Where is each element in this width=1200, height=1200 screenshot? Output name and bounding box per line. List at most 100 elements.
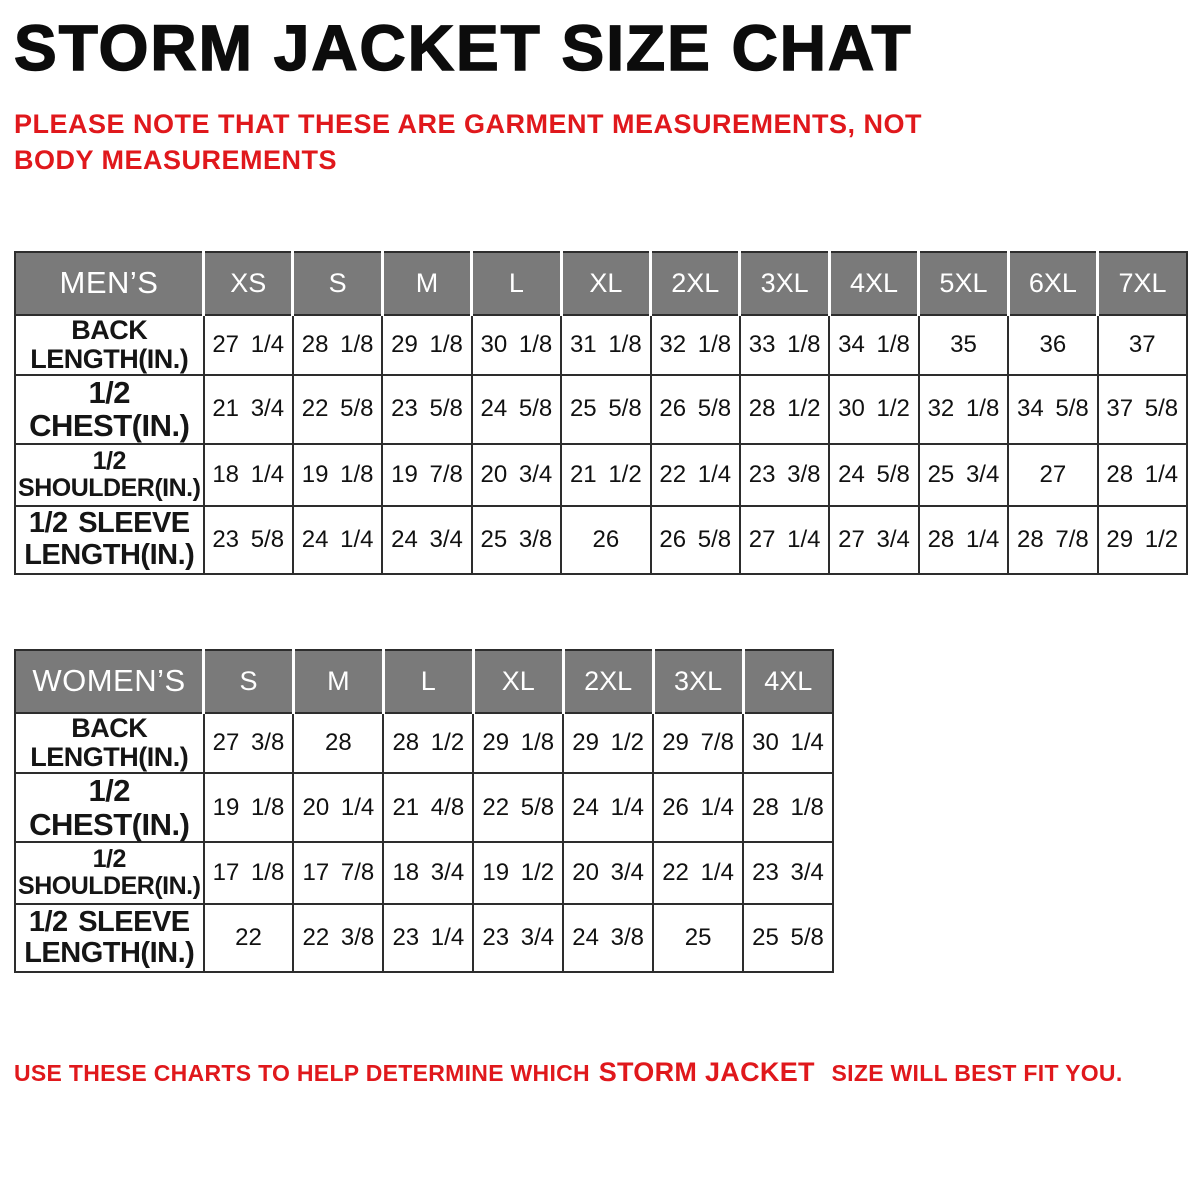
size-column-header: 2XL — [561, 648, 655, 714]
measurement-row-label: 1/2 CHEST(IN.) — [14, 772, 205, 844]
size-value-cell: 22 — [202, 903, 295, 974]
size-value-cell: 23 3/4 — [472, 903, 565, 974]
size-value-cell: 33 1/8 — [738, 313, 831, 376]
size-value-cell: 19 1/8 — [202, 772, 295, 844]
size-value-cell: 23 3/4 — [742, 841, 834, 906]
size-value-cell: 30 1/8 — [470, 313, 563, 376]
size-value-cell: 21 3/4 — [202, 373, 294, 445]
size-value-cell: 29 1/2 — [1096, 504, 1189, 575]
size-table-header-row: WOMEN’S S M L XL 2XL 3XL 4XL — [14, 648, 834, 714]
table-corner-header: WOMEN’S — [14, 648, 205, 714]
size-value-cell: 27 — [1007, 442, 1099, 507]
size-value-cell: 23 1/4 — [382, 903, 475, 974]
measurement-row-label: BACK LENGTH(IN.) — [14, 711, 205, 775]
size-value-cell: 32 1/8 — [917, 373, 1010, 445]
size-value-cell: 32 1/8 — [649, 313, 741, 376]
size-value-cell: 25 — [652, 903, 745, 974]
size-value-cell: 34 1/8 — [828, 313, 920, 376]
size-value-cell: 19 1/8 — [291, 442, 384, 507]
size-value-cell: 22 5/8 — [291, 373, 384, 445]
size-value-cell: 25 3/4 — [917, 442, 1010, 507]
size-value-cell: 28 — [292, 711, 385, 775]
size-value-cell: 18 1/4 — [202, 442, 294, 507]
size-value-cell: 25 3/8 — [470, 504, 563, 575]
size-value-cell: 28 1/2 — [382, 711, 475, 775]
table-corner-header: MEN’S — [14, 250, 205, 316]
size-value-cell: 20 1/4 — [292, 772, 385, 844]
size-value-cell: 29 7/8 — [652, 711, 745, 775]
size-value-cell: 29 1/8 — [472, 711, 565, 775]
size-value-cell: 28 7/8 — [1007, 504, 1099, 575]
size-value-cell: 22 1/4 — [649, 442, 741, 507]
size-value-cell: 26 5/8 — [649, 373, 741, 445]
fit-note-prefix: USE THESE CHARTS TO HELP DETERMINE WHICH — [14, 1060, 590, 1087]
size-column-header: XS — [201, 250, 295, 316]
size-column-header: 6XL — [1006, 250, 1100, 316]
mens-size-table: MEN’S XS S M L XL 2XL 3XL 4XL 5XL 6XL 7XL BACK LENGTH… — [14, 250, 1189, 575]
product-name: STORM JACKET — [598, 1057, 815, 1088]
size-value-cell: 29 1/2 — [562, 711, 655, 775]
size-column-header: M — [291, 648, 385, 714]
size-value-cell: 25 5/8 — [560, 373, 652, 445]
size-column-header: 2XL — [649, 250, 742, 316]
garment-measurement-note: PLEASE NOTE THAT THESE ARE GARMENT MEASU… — [14, 109, 923, 175]
size-value-cell: 24 5/8 — [470, 373, 563, 445]
size-column-header: 7XL — [1096, 250, 1189, 316]
size-value-cell: 27 1/4 — [738, 504, 831, 575]
measurement-row-label: 1/2 CHEST(IN.) — [14, 373, 205, 445]
size-value-cell: 24 1/4 — [291, 504, 384, 575]
size-value-cell: 23 5/8 — [381, 373, 473, 445]
size-value-cell: 37 — [1096, 313, 1189, 376]
size-value-cell: 19 7/8 — [381, 442, 473, 507]
size-value-cell: 21 1/2 — [560, 442, 652, 507]
measurement-row: 1/2 SLEEVE LENGTH(IN.) 23 5/8 24 1/4 24 3/4 2… — [14, 504, 1189, 575]
size-value-cell: 24 3/8 — [562, 903, 655, 974]
size-value-cell: 24 1/4 — [562, 772, 655, 844]
size-column-header: XL — [559, 250, 653, 316]
size-value-cell: 35 — [917, 313, 1010, 376]
size-column-header: 5XL — [917, 250, 1010, 316]
size-value-cell: 28 1/4 — [917, 504, 1010, 575]
size-value-cell: 20 3/4 — [470, 442, 563, 507]
measurement-row: 1/2 SHOULDER(IN.) 17 1/8 17 7/8 18 3/4 19 1/… — [14, 841, 834, 906]
size-column-header: S — [291, 250, 384, 316]
size-value-cell: 37 5/8 — [1096, 373, 1189, 445]
fit-note-suffix: SIZE WILL BEST FIT YOU. — [831, 1060, 1123, 1087]
size-column-header: 4XL — [741, 648, 834, 714]
size-value-cell: 21 4/8 — [382, 772, 475, 844]
measurement-row-label: BACK LENGTH(IN.) — [14, 313, 205, 376]
size-column-header: S — [202, 648, 295, 714]
size-value-cell: 25 5/8 — [742, 903, 834, 974]
measurement-row: 1/2 SHOULDER(IN.) 18 1/4 19 1/8 19 7/8 20 3/… — [14, 442, 1189, 507]
size-value-cell: 23 5/8 — [202, 504, 294, 575]
page-title: STORM JACKET SIZE CHAT — [13, 12, 913, 84]
measurement-row-label: 1/2 SHOULDER(IN.) — [14, 841, 205, 906]
measurement-row-label: 1/2 SLEEVE LENGTH(IN.) — [14, 903, 205, 974]
size-table-header-row: MEN’S XS S M L XL 2XL 3XL 4XL 5XL 6XL 7XL — [14, 250, 1189, 316]
size-value-cell: 26 1/4 — [652, 772, 745, 844]
size-value-cell: 28 1/2 — [738, 373, 831, 445]
size-value-cell: 27 1/4 — [202, 313, 294, 376]
fit-guidance-note: USE THESE CHARTS TO HELP DETERMINE WHICH… — [14, 1057, 1186, 1088]
measurement-row: BACK LENGTH(IN.) 27 1/4 28 1/8 29 1/8 30 1/8 3… — [14, 313, 1189, 376]
size-value-cell: 19 1/2 — [472, 841, 565, 906]
size-column-header: XL — [471, 648, 565, 714]
measurement-row: 1/2 SLEEVE LENGTH(IN.) 22 22 3/8 23 1/4 23 3/… — [14, 903, 834, 974]
measurement-row: 1/2 CHEST(IN.) 19 1/8 20 1/4 21 4/8 22 5/8 24… — [14, 772, 834, 844]
size-value-cell: 30 1/4 — [742, 711, 834, 775]
measurement-row: BACK LENGTH(IN.) 27 3/8 28 28 1/2 29 1/8 29 1/… — [14, 711, 834, 775]
size-value-cell: 17 1/8 — [202, 841, 295, 906]
size-value-cell: 22 3/8 — [292, 903, 385, 974]
measurement-row: 1/2 CHEST(IN.) 21 3/4 22 5/8 23 5/8 24 5/8 25… — [14, 373, 1189, 445]
size-value-cell: 22 5/8 — [472, 772, 565, 844]
size-value-cell: 26 5/8 — [649, 504, 741, 575]
size-value-cell: 36 — [1007, 313, 1099, 376]
size-column-header: M — [380, 250, 474, 316]
size-value-cell: 28 1/8 — [291, 313, 384, 376]
size-value-cell: 27 3/8 — [202, 711, 295, 775]
size-value-cell: 28 1/4 — [1096, 442, 1189, 507]
size-value-cell: 29 1/8 — [381, 313, 473, 376]
size-column-header: 3XL — [738, 250, 831, 316]
size-value-cell: 24 3/4 — [381, 504, 473, 575]
measurement-row-label: 1/2 SLEEVE LENGTH(IN.) — [14, 504, 205, 575]
